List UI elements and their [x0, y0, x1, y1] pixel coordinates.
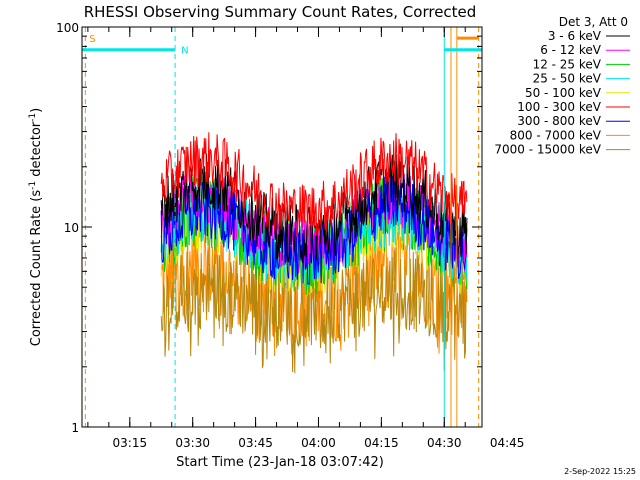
y-axis-label-sup2: -1 [28, 113, 38, 122]
y-axis: 1 10 100 [56, 21, 482, 435]
x-tick-label: 04:15 [364, 436, 399, 450]
x-tick-label: 03:15 [113, 436, 148, 450]
flag-label: S [89, 34, 95, 45]
footer-date: 2-Sep-2022 15:25 [564, 467, 636, 476]
series-line [160, 175, 468, 285]
series-line [160, 132, 468, 238]
y-axis-label-sup1: -1 [28, 181, 38, 190]
legend-entry-label: 25 - 50 keV [533, 72, 602, 86]
legend-header: Det 3, Att 0 [559, 15, 628, 29]
series-layer [160, 132, 468, 374]
y-tick-label: 1 [71, 421, 79, 435]
legend-entry-label: 3 - 6 keV [548, 29, 602, 43]
flag-label: N [181, 46, 188, 57]
y-tick-label: 100 [56, 21, 79, 35]
y-axis-label-mid: detector [29, 121, 44, 181]
legend-entry-label: 50 - 100 keV [525, 86, 602, 100]
x-tick-label: 03:45 [238, 436, 273, 450]
series-line [160, 247, 468, 374]
x-axis-label: Start Time (23-Jan-18 03:07:42) [176, 455, 384, 470]
x-tick-label: 04:00 [301, 436, 336, 450]
x-tick-label: 04:45 [490, 436, 525, 450]
legend-entry-label: 6 - 12 keV [540, 43, 602, 57]
y-axis-label-main: Corrected Count Rate (s [29, 190, 44, 347]
x-tick-label: 04:30 [427, 436, 462, 450]
legend-entry-label: 100 - 300 keV [517, 100, 601, 114]
x-axis: 03:15 03:30 03:45 04:00 04:15 04:30 04:45 [87, 27, 525, 450]
y-axis-label: Corrected Count Rate (s-1 detector-1) [28, 108, 44, 346]
y-tick-label: 10 [64, 221, 79, 235]
chart-title: RHESSI Observing Summary Count Rates, Co… [84, 3, 477, 21]
legend-entry-label: 300 - 800 keV [517, 114, 601, 128]
legend-entry-label: 800 - 7000 keV [510, 128, 602, 142]
x-tick-label: 03:30 [175, 436, 210, 450]
y-axis-label-end: ) [29, 108, 44, 113]
legend-entry-label: 7000 - 15000 keV [494, 143, 601, 157]
legend-entry-label: 12 - 25 keV [533, 57, 602, 71]
